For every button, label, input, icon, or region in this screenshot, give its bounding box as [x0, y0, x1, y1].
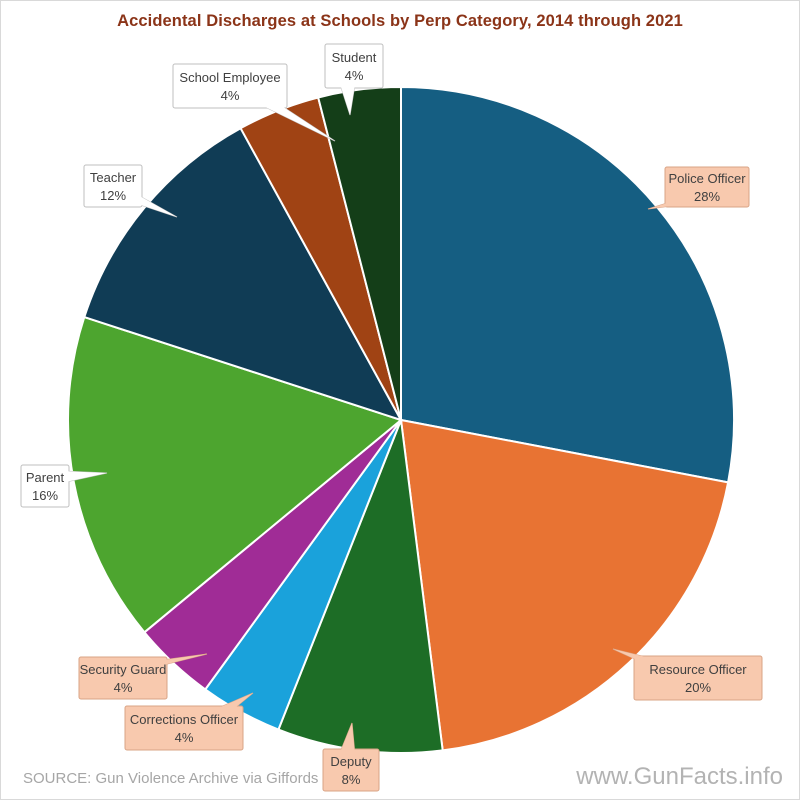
- source-note: SOURCE: Gun Violence Archive via Gifford…: [23, 770, 319, 787]
- callout-percent-label: 4%: [221, 88, 240, 103]
- callout-percent-label: 8%: [342, 772, 361, 787]
- pie-slice-student: [317, 86, 402, 421]
- callout-tail-fill: [339, 723, 355, 755]
- callout-percent-label: 28%: [694, 189, 720, 204]
- callout-corrections-officer: Corrections Officer 4%: [124, 692, 254, 751]
- callout-tail-fill: [141, 654, 207, 667]
- callout-teacher: Teacher 12%: [83, 164, 178, 218]
- pie-slice-teacher: [83, 127, 402, 421]
- callout-category-label: School Employee: [179, 70, 280, 85]
- callout-tail-fill: [613, 649, 662, 664]
- callout-percent-label: 4%: [114, 680, 133, 695]
- callout-school-employee: School Employee 4%: [172, 63, 336, 142]
- callout-percent-label: 4%: [175, 730, 194, 745]
- callout-box: [664, 166, 750, 208]
- callout-tail-fill: [123, 194, 177, 217]
- callout-box: [124, 705, 244, 751]
- callout-category-label: Deputy: [330, 754, 372, 769]
- callout-percent-label: 20%: [685, 680, 711, 695]
- callout-box: [20, 464, 70, 508]
- pie-slice-resource-officer: [400, 419, 730, 752]
- callout-resource-officer: Resource Officer 20%: [612, 648, 763, 701]
- callout-tail-fill: [340, 84, 355, 115]
- chart-title: Accidental Discharges at Schools by Perp…: [117, 12, 683, 30]
- callout-tail-fill: [648, 200, 693, 209]
- callout-category-label: Corrections Officer: [130, 712, 239, 727]
- callout-percent-label: 16%: [32, 488, 58, 503]
- callout-tail-fill: [253, 97, 335, 141]
- callout-category-label: Security Guard: [80, 662, 167, 677]
- callout-box: [78, 656, 168, 700]
- callout-student: Student 4%: [324, 43, 384, 116]
- callout-category-label: Teacher: [90, 170, 137, 185]
- callout-tail-fill: [61, 471, 107, 483]
- callout-category-label: Resource Officer: [649, 662, 747, 677]
- callout-box: [633, 655, 763, 701]
- pie-slice-police-officer: [400, 86, 735, 484]
- callout-deputy: Deputy 8%: [322, 722, 380, 792]
- callout-category-label: Police Officer: [668, 171, 746, 186]
- callout-category-label: Student: [332, 50, 377, 65]
- callout-parent: Parent 16%: [20, 464, 108, 508]
- callout-box: [83, 164, 143, 208]
- callout-box: [172, 63, 288, 109]
- pie-slice-parent: [66, 316, 402, 634]
- callout-security-guard: Security Guard 4%: [78, 653, 208, 700]
- watermark-text: www.GunFacts.info: [576, 763, 783, 790]
- callout-percent-label: 12%: [100, 188, 126, 203]
- callout-tail-fill: [209, 693, 253, 716]
- callout-percent-label: 4%: [345, 68, 364, 83]
- callout-police-officer: Police Officer 28%: [647, 166, 750, 210]
- callout-category-label: Parent: [26, 470, 65, 485]
